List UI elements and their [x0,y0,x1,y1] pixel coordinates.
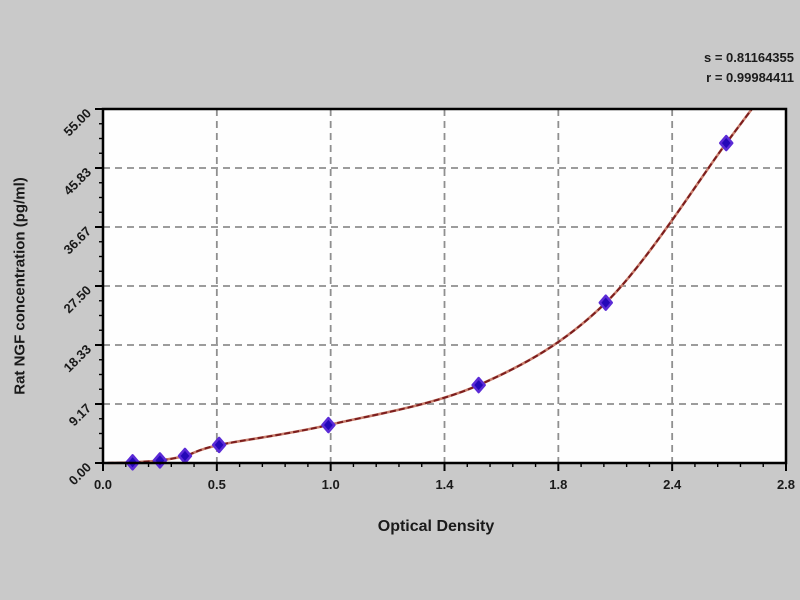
x-tick-label: 0.5 [208,477,226,492]
data-point-marker [598,294,614,311]
y-tick-label: 9.17 [66,401,95,430]
data-point-marker [321,416,336,434]
y-tick-label: 27.50 [61,283,95,317]
x-tick-label: 1.4 [435,477,454,492]
data-point-marker [718,134,734,152]
x-tick-label: 0.0 [94,477,112,492]
y-tick-label: 18.33 [61,342,95,376]
y-tick-label: 55.00 [61,106,95,140]
x-tick-label: 2.8 [777,477,795,492]
data-point-marker [211,436,227,454]
data-point-marker [471,376,486,394]
x-tick-label: 1.0 [322,477,340,492]
y-tick-label: 45.83 [61,165,95,199]
y-tick-label: 0.00 [66,460,95,489]
x-axis-title: Optical Density [377,518,495,535]
x-tick-label: 2.4 [663,477,682,492]
y-tick-label: 36.67 [61,224,95,258]
fit-r-value: r = 0.99984411 [706,70,794,85]
fit-statistics: s = 0.81164355 r = 0.99984411 [704,48,794,88]
x-tick-label: 1.8 [549,477,567,492]
fit-s-value: s = 0.81164355 [703,50,794,65]
